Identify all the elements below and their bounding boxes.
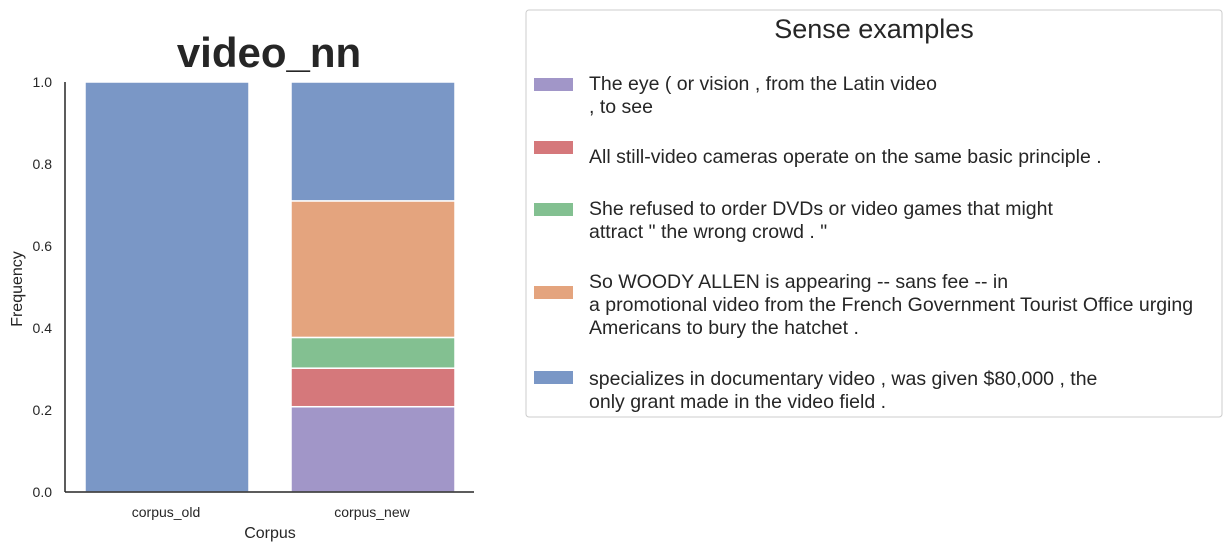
legend-entry: So WOODY ALLEN is appearing -- sans fee … <box>589 271 1193 339</box>
y-tick-label: 1.0 <box>33 74 53 90</box>
legend-title: Sense examples <box>774 14 974 44</box>
legend-patch <box>534 371 573 384</box>
bar-corpus_new-series-0 <box>290 405 456 493</box>
legend-patch <box>534 78 573 91</box>
bar-corpus_new-series-3 <box>290 200 456 339</box>
y-tick-label: 0.6 <box>33 238 53 254</box>
x-axis-label: Corpus <box>244 525 296 542</box>
x-ticks: corpus_old corpus_new <box>132 504 411 520</box>
legend-entry: She refused to order DVDs or video games… <box>589 198 1053 243</box>
y-ticks: 0.0 0.2 0.4 0.6 0.8 1.0 <box>33 74 53 500</box>
legend-entry: The eye ( or vision , from the Latin vid… <box>589 73 937 118</box>
bar-corpus_new-series-2 <box>290 336 456 369</box>
x-tick-label: corpus_new <box>334 504 410 520</box>
bar-corpus_new-series-4 <box>290 81 456 202</box>
y-axis-label: Frequency <box>9 251 26 327</box>
bar-corpus_old-series-4 <box>84 81 250 493</box>
legend-frame <box>525 9 1223 418</box>
legend-items: The eye ( or vision , from the Latin vid… <box>534 73 1193 413</box>
legend-patch <box>534 286 573 299</box>
legend-entry: specializes in documentary video , was g… <box>589 368 1097 413</box>
y-tick-label: 0.0 <box>33 484 53 500</box>
bars-layer <box>84 81 456 493</box>
bar-corpus_new-series-1 <box>290 367 456 408</box>
legend-patch <box>534 203 573 216</box>
y-tick-label: 0.2 <box>33 402 53 418</box>
chart-title: video_nn <box>177 29 361 76</box>
y-tick-label: 0.4 <box>33 320 53 336</box>
legend-entry: All still-video cameras operate on the s… <box>589 146 1102 168</box>
y-tick-label: 0.8 <box>33 156 53 172</box>
legend-patch <box>534 141 573 154</box>
x-tick-label: corpus_old <box>132 504 201 520</box>
legend: Sense examples The eye ( or vision , fro… <box>525 9 1223 418</box>
